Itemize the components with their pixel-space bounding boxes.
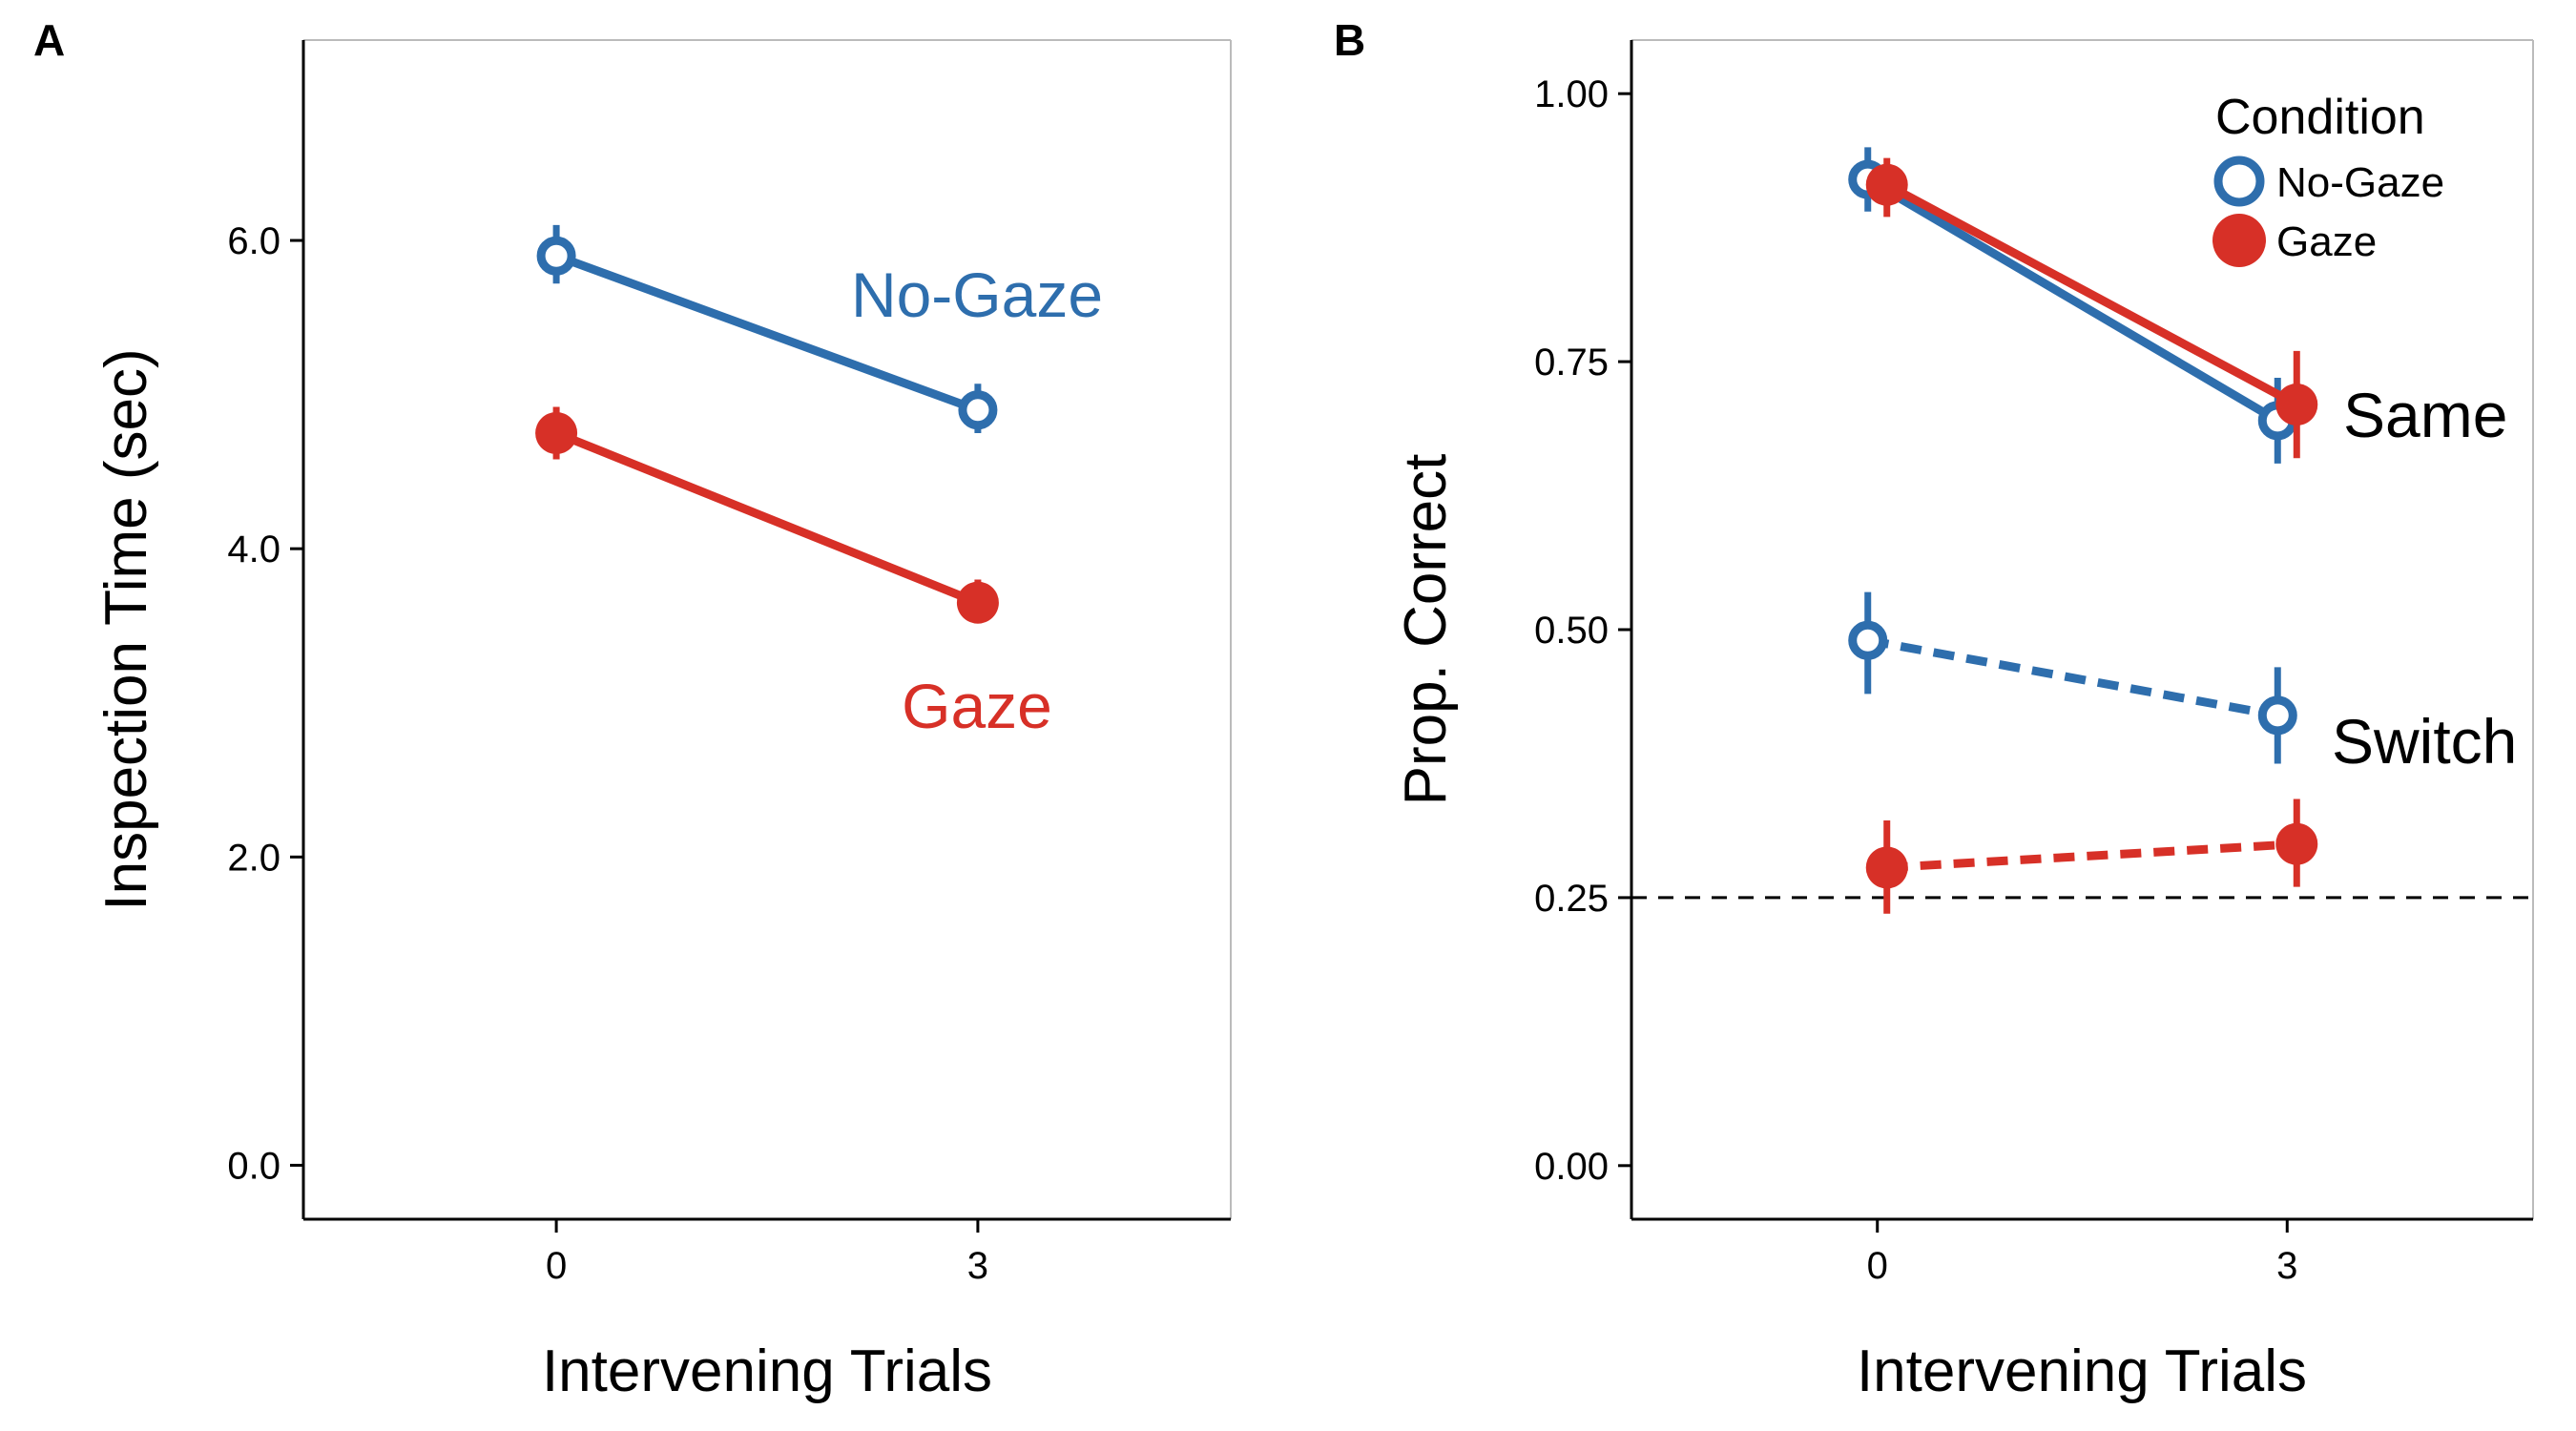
data-point-no-gaze [958,390,998,430]
x-tick-label: 3 [967,1245,988,1287]
y-tick-label: 0.00 [1534,1146,1609,1188]
series-line-no-gaze [554,251,980,414]
legend-gaze-marker [2212,214,2266,267]
y-tick-label: 0.25 [1534,878,1609,920]
data-point-gaze-switch [1865,846,1908,889]
legend-no-gaze-marker [2213,156,2265,207]
y-tick-label: 0.0 [227,1145,280,1187]
x-tick-label: 0 [546,1245,567,1287]
data-point-gaze [956,581,999,624]
x-tick-label: 0 [1867,1245,1888,1287]
y-tick-label: 0.75 [1534,342,1609,384]
panel-a-y-axis-title: Inspection Time (sec) [93,348,159,910]
y-tick-label: 0.50 [1534,610,1609,652]
data-point-no-gaze-switch [2257,695,2297,736]
data-point-gaze-same [1865,163,1908,206]
y-tick-label: 2.0 [227,837,280,879]
series-line-gaze-same [1884,180,2299,409]
panel-b-label-same: Same [2343,380,2507,450]
series-line-gaze [554,428,980,607]
legend-no-gaze-label: No-Gaze [2276,159,2444,206]
data-point-gaze-switch [2275,822,2318,865]
data-point-no-gaze-switch [1848,620,1888,660]
panel-a-label-gaze: Gaze [902,671,1052,741]
panel-b-plot-area [1848,147,2318,914]
x-tick-label: 3 [2276,1245,2297,1287]
data-point-gaze-same [2275,384,2318,426]
y-tick-label: 1.00 [1534,73,1609,115]
panel-b-legend: Condition No-Gaze Gaze [2212,90,2444,267]
panel-b-y-axis-title: Prop. Correct [1393,454,1459,806]
panel-letter-b: B [1334,15,1365,65]
series-line-no-gaze-switch [1866,635,2279,720]
y-tick-label: 6.0 [227,220,280,262]
panel-b-label-switch: Switch [2332,706,2517,777]
y-tick-label: 4.0 [227,529,280,570]
series-line-no-gaze-same [1865,176,2280,425]
panel-b-x-axis-title: Intervening Trials [1857,1338,2307,1404]
legend-gaze-label: Gaze [2276,218,2377,265]
data-point-gaze [535,412,578,454]
panel-b-y-ticks: 0.00 0.25 0.50 0.75 1.00 [1534,73,1631,1188]
panel-letter-a: A [33,15,65,65]
series-line-gaze-switch [1886,840,2297,872]
panel-a-plot-area [535,224,999,624]
panel-a-y-ticks: 0.0 2.0 4.0 6.0 [227,220,303,1187]
panel-a-label-no-gaze: No-Gaze [851,259,1103,330]
data-point-no-gaze [536,236,576,276]
panel-a-x-axis-title: Intervening Trials [542,1338,992,1404]
legend-title: Condition [2215,90,2425,145]
